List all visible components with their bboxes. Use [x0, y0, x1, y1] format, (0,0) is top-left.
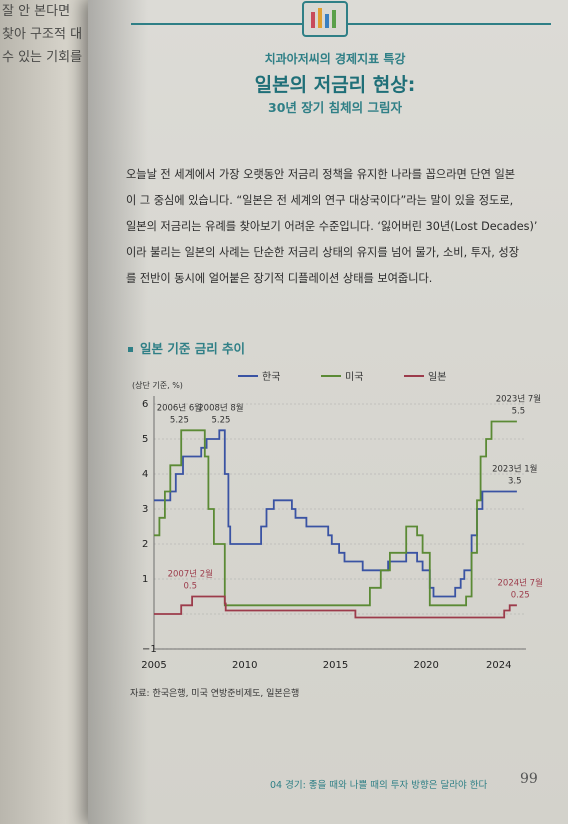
- body-line: 이라 불리는 일본의 사례는 단순한 저금리 상태의 유지를 넘어 물가, 소비…: [126, 246, 519, 259]
- left-page-line: 잘 안 본다면: [2, 4, 71, 19]
- annotation-date: 2008년 8월: [198, 402, 243, 413]
- y-tick-label: 3: [142, 504, 148, 515]
- body-line: 오늘날 전 세계에서 가장 오랫동안 저금리 정책을 유지한 나라를 꼽으라면 …: [126, 168, 516, 181]
- series-label: 치과아저씨의 경제지표 특강: [264, 52, 406, 66]
- interest-rate-chart: −1 1 2 3 4 5 6 2005 2010 2015 2020 2024 (상단 기준, %) 한국…: [132, 371, 543, 671]
- annotation-value: 3.5: [508, 477, 522, 487]
- legend-label: 미국: [345, 371, 363, 383]
- y-tick-label: 1: [142, 574, 148, 585]
- series-line-japan: [154, 595, 517, 619]
- body-line: 일본의 저금리는 유례를 찾아보기 어려운 수준입니다. ‘잃어버린 30년(L…: [126, 220, 538, 233]
- section-heading-text: 일본 기준 금리 추이: [140, 341, 246, 356]
- running-footer: 04 경기: 좋을 때와 나쁠 때의 투자 방향은 달라야 한다: [270, 780, 488, 791]
- y-tick-label: 4: [142, 469, 148, 480]
- series-line-korea: [154, 429, 517, 598]
- annotation-date: 2024년 7월: [498, 577, 543, 588]
- x-tick-label: 2005: [141, 660, 166, 671]
- annotation-value: 5.25: [170, 415, 189, 425]
- annotation-value: 0.5: [184, 582, 198, 592]
- y-tick-label: −1: [142, 644, 157, 655]
- bullet-square-icon: [128, 347, 133, 352]
- x-tick-label: 2024: [486, 660, 511, 671]
- source-note: 자료: 한국은행, 미국 연방준비제도, 일본은행: [130, 689, 300, 699]
- y-tick-label: 5: [142, 434, 148, 445]
- annotation-value: 5.5: [512, 407, 526, 417]
- annotation-value: 0.25: [511, 590, 530, 600]
- legend-label: 한국: [262, 371, 280, 383]
- annotation-date: 2006년 6월: [157, 402, 202, 413]
- left-page-line: 찾아 구조적 대: [2, 27, 83, 42]
- series-line-us: [154, 420, 517, 607]
- y-tick-label: 6: [142, 399, 148, 410]
- page-number: 99: [520, 771, 538, 787]
- right-page: [88, 0, 568, 824]
- left-page-line: 수 있는 기회를: [2, 50, 83, 65]
- page-subtitle: 30년 장기 침체의 그림자: [268, 100, 402, 115]
- y-tick-label: 2: [142, 539, 148, 550]
- annotation-date: 2023년 1월: [492, 464, 537, 475]
- annotation-date: 2007년 2월: [168, 569, 213, 580]
- legend-label: 일본: [428, 371, 446, 383]
- body-paragraph: 오늘날 전 세계에서 가장 오랫동안 저금리 정책을 유지한 나라를 꼽으라면 …: [126, 162, 544, 292]
- chart-logo-icon: [300, 0, 350, 40]
- body-line: 이 그 중심에 있습니다. “일본은 전 세계의 연구 대상국이다”라는 말이 …: [126, 194, 514, 207]
- annotation-date: 2023년 7월: [496, 394, 541, 405]
- page-title: 일본의 저금리 현상:: [254, 74, 416, 96]
- section-heading: 일본 기준 금리 추이: [128, 338, 245, 357]
- x-tick-label: 2010: [232, 660, 257, 671]
- x-tick-label: 2015: [323, 660, 348, 671]
- y-axis-label: (상단 기준, %): [132, 380, 183, 390]
- annotation-value: 5.25: [211, 415, 230, 425]
- x-tick-label: 2020: [413, 660, 438, 671]
- body-line: 를 전반이 동시에 얼어붙은 장기적 디플레이션 상태를 보여줍니다.: [126, 272, 433, 285]
